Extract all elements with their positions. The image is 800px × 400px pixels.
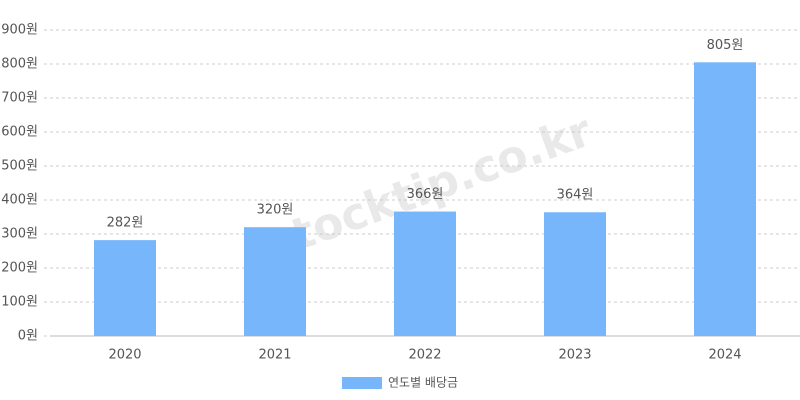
y-tick-label: 300원	[1, 227, 38, 242]
legend-label: 연도별 배당금	[388, 376, 458, 390]
data-label: 366원	[407, 187, 444, 202]
bar	[244, 227, 306, 336]
y-tick-label: 900원	[1, 23, 38, 38]
data-label: 282원	[107, 216, 144, 231]
legend-swatch	[342, 377, 382, 389]
y-tick-label: 600원	[1, 125, 38, 140]
y-tick-label: 100원	[1, 295, 38, 310]
x-tick-label: 2021	[258, 348, 291, 363]
y-tick-label: 800원	[1, 57, 38, 72]
bar	[544, 212, 606, 336]
y-tick-label: 500원	[1, 159, 38, 174]
x-tick-label: 2024	[708, 348, 741, 363]
y-tick-label: 400원	[1, 193, 38, 208]
y-tick-label: 700원	[1, 91, 38, 106]
x-tick-label: 2022	[408, 348, 441, 363]
y-tick-label: 200원	[1, 261, 38, 276]
x-tick-label: 2020	[108, 348, 141, 363]
data-label: 320원	[257, 203, 294, 218]
y-tick-label: 0원	[18, 329, 38, 344]
x-tick-label: 2023	[558, 348, 591, 363]
bar	[394, 211, 456, 336]
bar	[694, 62, 756, 337]
data-label: 364원	[557, 188, 594, 203]
data-label: 805원	[707, 38, 744, 53]
bar	[94, 240, 156, 336]
